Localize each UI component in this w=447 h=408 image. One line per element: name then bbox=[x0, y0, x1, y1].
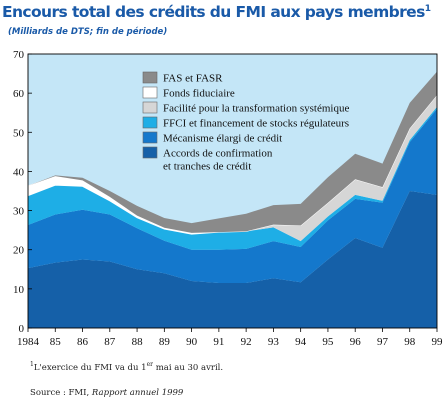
legend-swatch-5 bbox=[142, 146, 158, 159]
legend-label-4: Mécanisme élargi de crédit bbox=[163, 133, 282, 145]
series-area-5 bbox=[28, 71, 437, 233]
x-tick-label-15: 99 bbox=[432, 336, 444, 348]
y-tick-label-7: 70 bbox=[13, 49, 25, 61]
y-tick-label-2: 20 bbox=[13, 245, 25, 257]
legend-swatch-0 bbox=[142, 71, 158, 84]
footnote-text-after: mai au 30 avril. bbox=[153, 362, 224, 373]
legend-swatch-1 bbox=[142, 86, 158, 99]
x-tick-label-5: 89 bbox=[159, 336, 171, 348]
source-note: Source : FMI, Rapport annuel 1999 bbox=[30, 388, 183, 398]
legend-swatch-3 bbox=[142, 116, 158, 129]
legend-label-2: Facilité pour la transformation systémiq… bbox=[163, 103, 349, 115]
x-tick-label-9: 93 bbox=[268, 336, 280, 348]
chart-title-text: Encours total des crédits du FMI aux pay… bbox=[2, 3, 425, 21]
series-area-0 bbox=[28, 191, 437, 328]
title-footnote-marker: 1 bbox=[424, 4, 431, 14]
footnote-text-before: L'exercice du FMI va du 1 bbox=[33, 362, 147, 373]
plot-frame bbox=[27, 53, 438, 329]
legend: FAS et FASR Fonds fiduciaire Facilité pour… bbox=[142, 71, 349, 173]
legend-label-3: FFCI et financement de stocks régulateur… bbox=[163, 118, 349, 130]
y-tick-label-4: 40 bbox=[13, 166, 25, 178]
y-tick-label-6: 60 bbox=[13, 88, 25, 100]
x-tick-label-14: 98 bbox=[404, 336, 416, 348]
footnote-sup: er bbox=[146, 361, 153, 368]
x-tick-label-10: 94 bbox=[295, 336, 307, 348]
x-tick-label-6: 90 bbox=[186, 336, 198, 348]
x-tick-label-7: 91 bbox=[213, 336, 224, 348]
x-tick-label-2: 86 bbox=[77, 336, 89, 348]
chart-subtitle: (Milliards de DTS; fin de période) bbox=[8, 27, 168, 37]
x-tick-label-0: 1984 bbox=[17, 336, 40, 348]
x-tick-label-1: 85 bbox=[50, 336, 62, 348]
source-prefix: Source : FMI, bbox=[30, 388, 92, 398]
legend-label-1: Fonds fiduciaire bbox=[163, 88, 235, 100]
footnote: 1L'exercice du FMI va du 1er mai au 30 a… bbox=[30, 361, 223, 373]
legend-label-5-line2: et tranches de crédit bbox=[163, 161, 251, 173]
source-publication: Rapport annuel 1999 bbox=[91, 388, 184, 398]
legend-label-5: Accords de confirmation bbox=[163, 148, 273, 160]
x-tick-label-11: 95 bbox=[322, 336, 334, 348]
legend-swatch-2 bbox=[142, 101, 158, 114]
series-areas bbox=[27, 71, 438, 328]
legend-label-0: FAS et FASR bbox=[163, 73, 223, 85]
x-tick-label-12: 96 bbox=[350, 336, 362, 348]
y-tick-label-5: 50 bbox=[13, 127, 25, 139]
x-tick-label-8: 92 bbox=[241, 336, 252, 348]
y-tick-label-1: 10 bbox=[13, 284, 25, 296]
axes: 0 10 20 30 40 50 60 70 1984 85 86 87 88 89 90 91 92 93 94 9… bbox=[13, 49, 443, 348]
legend-swatch-4 bbox=[142, 131, 158, 144]
series-area-3 bbox=[28, 95, 437, 242]
x-tick-label-13: 97 bbox=[377, 336, 389, 348]
series-area-1 bbox=[28, 108, 437, 283]
y-tick-label-3: 30 bbox=[13, 206, 25, 218]
chart-title: Encours total des crédits du FMI aux pay… bbox=[2, 3, 431, 21]
x-tick-label-3: 87 bbox=[104, 336, 116, 348]
y-tick-label-0: 0 bbox=[19, 323, 25, 335]
footnote-marker: 1 bbox=[30, 361, 34, 368]
x-tick-label-4: 88 bbox=[132, 336, 144, 348]
